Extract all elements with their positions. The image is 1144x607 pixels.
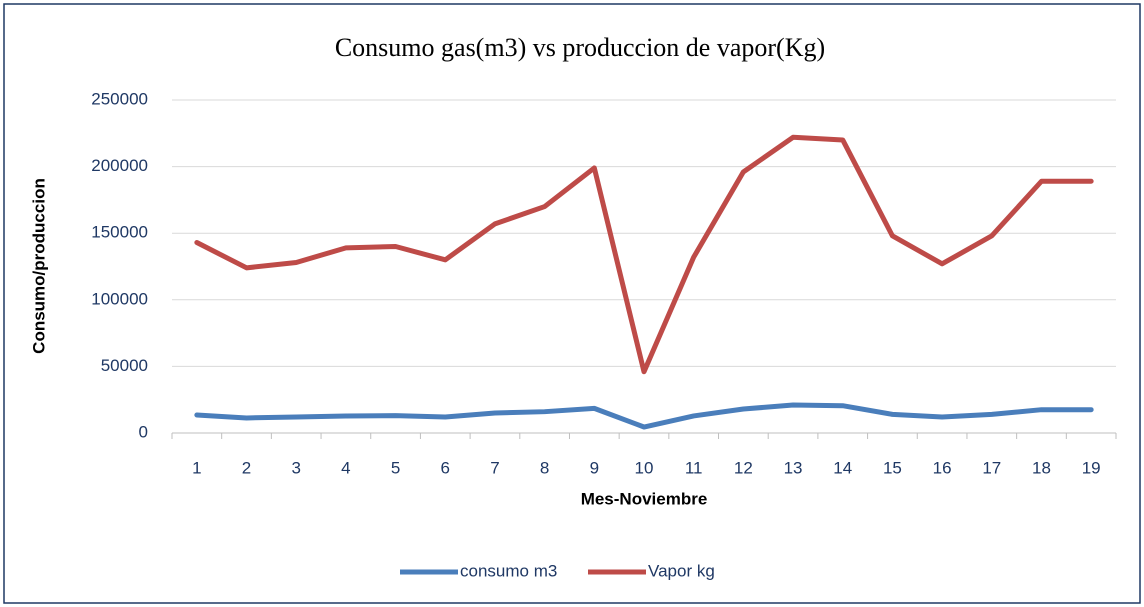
legend-label: consumo m3	[460, 561, 557, 580]
y-axis-label: Consumo/produccion	[29, 178, 48, 354]
x-tick-label: 6	[441, 458, 450, 477]
x-tick-label: 2	[242, 458, 251, 477]
series-line	[194, 402, 1094, 430]
y-tick-label: 200000	[91, 156, 148, 175]
x-tick-label: 15	[883, 458, 902, 477]
y-tick-label: 50000	[101, 356, 148, 375]
x-tick-label: 4	[341, 458, 350, 477]
x-axis-label: Mes-Noviembre	[581, 489, 708, 508]
x-tick-label: 17	[982, 458, 1001, 477]
y-tick-label: 250000	[91, 89, 148, 108]
x-tick-label: 7	[490, 458, 499, 477]
x-tick-label: 14	[833, 458, 852, 477]
chart-title: Consumo gas(m3) vs produccion de vapor(K…	[335, 33, 825, 62]
y-tick-label: 0	[139, 422, 148, 441]
y-tick-label: 100000	[91, 289, 148, 308]
series-line	[194, 134, 1094, 375]
chart-border	[3, 3, 1141, 604]
x-tick-label: 1	[192, 458, 201, 477]
x-tick-label: 19	[1082, 458, 1101, 477]
x-tick-label: 3	[291, 458, 300, 477]
x-tick-label: 5	[391, 458, 400, 477]
x-tick-label: 18	[1032, 458, 1051, 477]
y-tick-label: 150000	[91, 223, 148, 242]
legend-label: Vapor kg	[648, 561, 715, 580]
x-tick-label: 13	[784, 458, 803, 477]
x-tick-label: 8	[540, 458, 549, 477]
x-tick-label: 10	[635, 458, 654, 477]
x-tick-label: 16	[933, 458, 952, 477]
x-tick-label: 9	[590, 458, 599, 477]
x-tick-label: 11	[685, 458, 703, 477]
x-tick-label: 12	[734, 458, 753, 477]
